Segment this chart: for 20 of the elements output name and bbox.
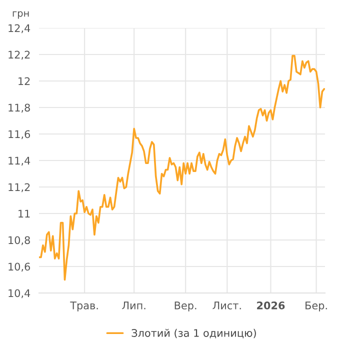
x-tick-label: Вер. [174,302,196,312]
line-series [39,54,325,281]
y-tick-label: 11,4 [8,156,30,166]
x-tick-label: Лип. [122,302,146,310]
y-tick-label: 10,4 [8,289,30,298]
y-tick-label: 10,6 [8,262,30,272]
y-tick-label: 11,2 [8,183,30,192]
x-tick-label: Трав. [70,302,98,312]
x-tick-label: Бер. [306,302,327,312]
legend-label: Злотий (за 1 одиницю) [132,328,256,338]
y-tick-label: 12,2 [8,50,30,60]
y-tick-label: 12,4 [8,24,30,34]
y-tick-label: 11,8 [8,104,30,113]
y-tick-label: 11 [18,210,30,218]
y-tick-label: 12 [18,77,30,85]
y-tick-label: 11,6 [8,130,30,140]
x-tick-label: 2026 [257,302,285,310]
y-axis-title: грн [12,11,29,19]
x-tick-label: Лист. [212,302,241,310]
y-tick-label: 10,8 [8,236,30,246]
